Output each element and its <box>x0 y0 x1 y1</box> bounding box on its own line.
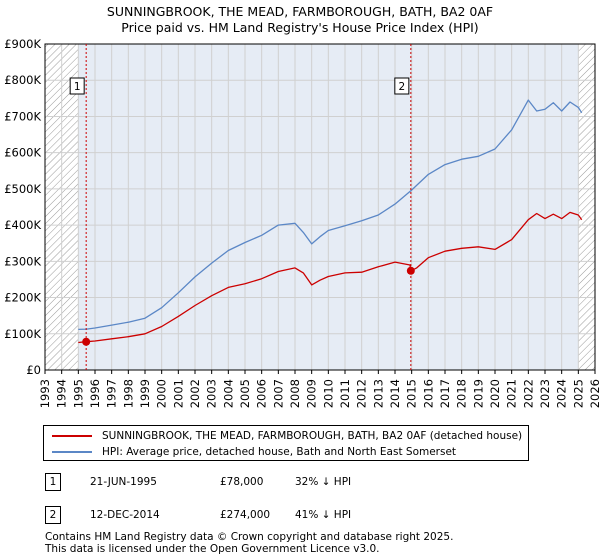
x-tick-label: 2024 <box>555 379 569 408</box>
y-tick-label: £400K <box>4 218 41 232</box>
y-tick-label: £200K <box>4 291 41 305</box>
sale-point-2 <box>406 266 415 275</box>
x-tick-label: 2003 <box>205 379 219 408</box>
hatched-region <box>578 44 595 370</box>
x-tick-label: 2014 <box>388 379 402 408</box>
footer-copyright: Contains HM Land Registry data © Crown c… <box>45 531 454 543</box>
x-tick-label: 2006 <box>255 379 269 408</box>
sale-label-number: 2 <box>398 81 405 93</box>
x-tick-label: 2009 <box>305 379 319 408</box>
x-tick-label: 1994 <box>55 379 69 408</box>
x-tick-label: 2013 <box>371 379 385 408</box>
plot-border <box>44 43 596 371</box>
x-tick-label: 2002 <box>188 379 202 408</box>
x-tick-label: 2008 <box>288 379 302 408</box>
y-tick-label: £800K <box>4 73 41 87</box>
x-tick-label: 1995 <box>71 379 85 408</box>
y-tick-label: £500K <box>4 182 41 196</box>
x-tick-label: 2016 <box>421 379 435 408</box>
x-tick-label: 2022 <box>521 379 535 408</box>
y-tick-label: £700K <box>4 109 41 123</box>
x-tick-label: 2026 <box>588 379 600 408</box>
chart-subtitle: Price paid vs. HM Land Registry's House … <box>121 20 479 35</box>
sale-point-1 <box>82 337 91 346</box>
hpi-line <box>78 99 583 331</box>
x-tick-label: 2021 <box>505 379 519 408</box>
legend-swatch-property <box>52 435 92 437</box>
x-tick-label: 2025 <box>571 379 585 408</box>
price-chart: £0 £100K £200K £300K £400K £500K £600K £700K £80… <box>4 37 600 408</box>
y-tick-label: £100K <box>4 327 41 341</box>
x-tick-label: 1996 <box>88 379 102 408</box>
x-tick-label: 2000 <box>155 379 169 408</box>
legend-item-hpi: HPI: Average price, detached house, Bath… <box>52 444 456 460</box>
sale-hpi-diff: 41% ↓ HPI <box>295 509 352 521</box>
sale-price: £78,000 <box>220 476 264 488</box>
x-tick-label: 2010 <box>321 379 335 408</box>
sale-number-badge: 2 <box>45 506 61 524</box>
x-tick-label: 2001 <box>171 379 185 408</box>
x-tick-label: 2015 <box>405 379 419 408</box>
x-tick-label: 2012 <box>355 379 369 408</box>
sale-price: £274,000 <box>220 509 271 521</box>
legend-label-hpi: HPI: Average price, detached house, Bath… <box>102 446 457 458</box>
property-price-line <box>78 211 583 344</box>
x-tick-label: 2017 <box>438 379 452 408</box>
y-tick-label: £300K <box>4 254 41 268</box>
x-tick-label: 1998 <box>121 379 135 408</box>
x-tick-label: 2004 <box>221 379 235 408</box>
legend-swatch-hpi <box>52 451 92 453</box>
sale-hpi-diff: 32% ↓ HPI <box>295 476 352 488</box>
sale-date: 21-JUN-1995 <box>90 476 157 488</box>
sale-date: 12-DEC-2014 <box>90 509 160 521</box>
y-tick-label: £600K <box>4 146 41 160</box>
sale-label-box <box>69 77 85 95</box>
footer-licence: This data is licensed under the Open Gov… <box>45 543 380 555</box>
x-tick-label: 1993 <box>38 379 52 408</box>
sale-number-badge: 1 <box>45 473 61 491</box>
x-tick-label: 2011 <box>338 379 352 408</box>
sale-label-box <box>394 77 410 95</box>
x-tick-label: 1997 <box>105 379 119 408</box>
y-tick-label: £900K <box>4 37 41 51</box>
x-tick-label: 2007 <box>271 379 285 408</box>
x-tick-label: 2005 <box>238 379 252 408</box>
sale-label-number: 1 <box>74 81 81 93</box>
x-tick-label: 2019 <box>471 379 485 408</box>
legend-item-property: SUNNINGBROOK, THE MEAD, FARMBOROUGH, BAT… <box>52 428 522 444</box>
x-tick-label: 2023 <box>538 379 552 408</box>
chart-title-address: SUNNINGBROOK, THE MEAD, FARMBOROUGH, BAT… <box>106 4 494 19</box>
x-tick-label: 1999 <box>138 379 152 408</box>
y-tick-label: £0 <box>26 363 41 377</box>
legend-label-property: SUNNINGBROOK, THE MEAD, FARMBOROUGH, BAT… <box>102 430 523 442</box>
x-tick-label: 2018 <box>455 379 469 408</box>
chart-legend: SUNNINGBROOK, THE MEAD, FARMBOROUGH, BAT… <box>43 425 529 461</box>
x-tick-label: 2020 <box>488 379 502 408</box>
